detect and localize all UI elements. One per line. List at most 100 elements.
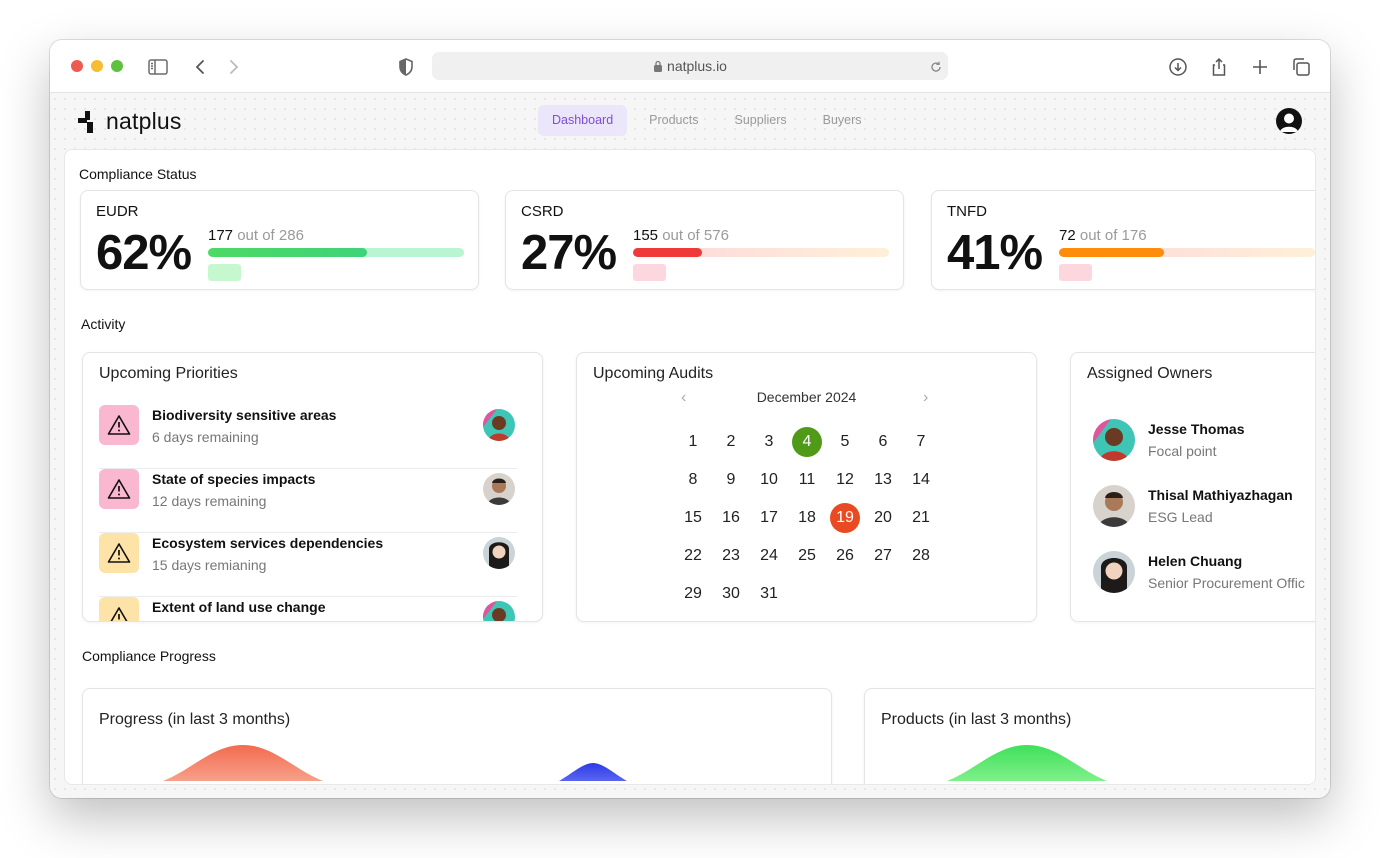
warning-icon — [99, 533, 139, 573]
new-tab-icon[interactable] — [1248, 55, 1272, 79]
calendar-day[interactable]: 6 — [878, 433, 888, 450]
eudr-count: 177 out of 286 — [208, 227, 304, 244]
calendar-day[interactable]: 31 — [760, 585, 778, 602]
browser-window: natplus.io natplus Dashboard Products Su… — [50, 40, 1330, 798]
eudr-progress-bar — [208, 248, 464, 257]
calendar-day[interactable]: 15 — [684, 509, 702, 526]
tnfd-percent: 41% — [947, 226, 1043, 280]
user-avatar[interactable] — [1276, 108, 1302, 134]
priority-item[interactable]: Ecosystem services dependencies 15 days … — [99, 533, 517, 597]
tnfd-card[interactable]: TNFD 41% 72 out of 176 — [931, 190, 1315, 290]
upcoming-priorities-title: Upcoming Priorities — [99, 365, 238, 382]
calendar-day-audit[interactable]: 4 — [792, 427, 822, 457]
calendar-next-icon[interactable]: › — [923, 389, 929, 406]
assigned-owners-title: Assigned Owners — [1087, 365, 1213, 382]
lock-icon — [653, 53, 663, 81]
nav-buyers[interactable]: Buyers — [822, 113, 862, 127]
tnfd-progress-bar — [1059, 248, 1315, 257]
warning-icon — [99, 469, 139, 509]
minimize-window-button[interactable] — [91, 60, 103, 72]
eudr-progress-fill — [208, 248, 367, 257]
calendar-day[interactable]: 21 — [912, 509, 930, 526]
csrd-count: 155 out of 576 — [633, 227, 729, 244]
shield-icon[interactable] — [394, 55, 418, 79]
csrd-card[interactable]: CSRD 27% 155 out of 576 — [505, 190, 904, 290]
calendar-day[interactable]: 12 — [836, 471, 854, 488]
owner-name: Thisal Mathiyazhagan — [1148, 487, 1293, 503]
calendar-day[interactable]: 13 — [874, 471, 892, 488]
calendar-day[interactable]: 27 — [874, 547, 892, 564]
upcoming-audits-title: Upcoming Audits — [593, 365, 714, 382]
calendar-prev-icon[interactable]: ‹ — [681, 389, 687, 406]
share-icon[interactable] — [1207, 55, 1231, 79]
eudr-card[interactable]: EUDR 62% 177 out of 286 — [80, 190, 479, 290]
warning-icon — [99, 405, 139, 445]
download-icon[interactable] — [1166, 55, 1190, 79]
csrd-label: CSRD — [521, 203, 564, 220]
owner-item[interactable]: Thisal Mathiyazhagan ESG Lead — [1093, 485, 1315, 535]
app-logo[interactable]: natplus — [78, 108, 182, 135]
owner-avatar[interactable] — [483, 409, 515, 441]
eudr-percent: 62% — [96, 226, 192, 280]
calendar-day[interactable]: 9 — [726, 471, 736, 488]
tnfd-progress-fill — [1059, 248, 1164, 257]
owner-item[interactable]: Jesse Thomas Focal point — [1093, 419, 1315, 469]
calendar-day[interactable]: 26 — [836, 547, 854, 564]
calendar-day[interactable]: 18 — [798, 509, 816, 526]
main-nav: Dashboard Products Suppliers Buyers — [538, 105, 884, 136]
calendar-day[interactable]: 3 — [764, 433, 774, 450]
owner-avatar[interactable] — [483, 601, 515, 621]
priority-item[interactable]: State of species impacts 12 days remaini… — [99, 469, 517, 533]
calendar-day[interactable]: 10 — [760, 471, 778, 488]
owner-avatar[interactable] — [483, 537, 515, 569]
owner-item[interactable]: Helen Chuang Senior Procurement Offic — [1093, 551, 1315, 601]
calendar-day[interactable]: 29 — [684, 585, 702, 602]
eudr-label: EUDR — [96, 203, 139, 220]
calendar-day[interactable]: 30 — [722, 585, 740, 602]
csrd-percent: 27% — [521, 226, 617, 280]
calendar-day-audit[interactable]: 19 — [830, 503, 860, 533]
zoom-window-button[interactable] — [111, 60, 123, 72]
close-window-button[interactable] — [71, 60, 83, 72]
nav-suppliers[interactable]: Suppliers — [734, 113, 787, 127]
priority-item[interactable]: Biodiversity sensitive areas 6 days rema… — [99, 405, 517, 469]
priority-item[interactable]: Extent of land use change — [99, 597, 517, 621]
progress-chart-area — [163, 745, 627, 781]
calendar-day[interactable]: 5 — [840, 433, 850, 450]
nav-products[interactable]: Products — [649, 113, 699, 127]
upcoming-priorities-card: Upcoming Priorities Biodiversity sensiti… — [82, 352, 543, 622]
owner-avatar — [1093, 485, 1135, 527]
nav-dashboard[interactable]: Dashboard — [538, 105, 628, 136]
calendar-day[interactable]: 17 — [760, 509, 778, 526]
natplus-logo-icon — [78, 110, 93, 133]
back-icon[interactable] — [189, 55, 213, 79]
owner-name: Jesse Thomas — [1148, 421, 1245, 437]
reload-icon[interactable] — [929, 52, 943, 80]
eudr-chip — [208, 264, 241, 281]
products-series-area — [947, 745, 1107, 781]
tab-overview-icon[interactable] — [1289, 55, 1313, 79]
products-chart-area — [947, 745, 1107, 781]
calendar-day[interactable]: 1 — [688, 433, 698, 450]
calendar-day[interactable]: 2 — [726, 433, 736, 450]
owner-avatar[interactable] — [483, 473, 515, 505]
calendar-day[interactable]: 14 — [912, 471, 930, 488]
priority-remaining: 12 days remaining — [152, 493, 267, 509]
sidebar-toggle-icon[interactable] — [146, 55, 170, 79]
calendar-day[interactable]: 23 — [722, 547, 740, 564]
calendar-day[interactable]: 8 — [688, 471, 698, 488]
calendar-day[interactable]: 11 — [798, 471, 816, 488]
address-bar[interactable]: natplus.io — [432, 52, 948, 80]
calendar-day[interactable]: 7 — [916, 433, 926, 450]
calendar-month: December 2024 — [756, 389, 857, 405]
calendar-day[interactable]: 20 — [874, 509, 892, 526]
calendar-day[interactable]: 16 — [722, 509, 740, 526]
products-chart-title: Products (in last 3 months) — [881, 711, 1072, 728]
progress-series-area — [163, 745, 323, 781]
calendar-day[interactable]: 22 — [684, 547, 702, 564]
forward-icon[interactable] — [221, 55, 245, 79]
browser-toolbar: natplus.io — [50, 40, 1330, 93]
calendar-day[interactable]: 25 — [798, 547, 816, 564]
calendar-day[interactable]: 28 — [912, 547, 930, 564]
calendar-day[interactable]: 24 — [760, 547, 778, 564]
